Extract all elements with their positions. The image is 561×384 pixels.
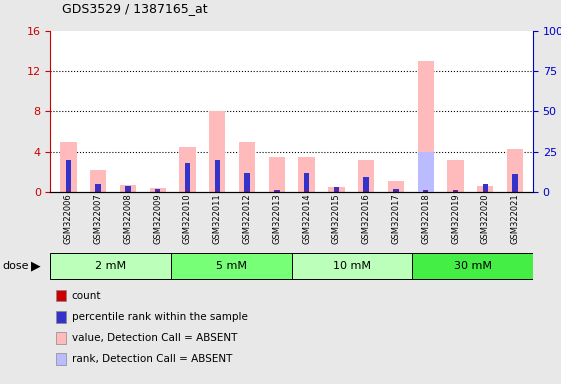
- Bar: [364, 177, 369, 192]
- Text: 10 mM: 10 mM: [333, 261, 371, 271]
- Bar: [417, 152, 434, 192]
- Bar: [155, 189, 160, 192]
- Text: GSM322010: GSM322010: [183, 193, 192, 244]
- Bar: [50, 253, 171, 279]
- Text: GSM322006: GSM322006: [64, 193, 73, 244]
- Text: rank, Detection Call = ABSENT: rank, Detection Call = ABSENT: [72, 354, 232, 364]
- Bar: [245, 173, 250, 192]
- Bar: [298, 157, 315, 192]
- Text: GSM322018: GSM322018: [421, 193, 430, 244]
- Bar: [150, 189, 166, 192]
- Text: GSM322012: GSM322012: [242, 193, 251, 244]
- Text: value, Detection Call = ABSENT: value, Detection Call = ABSENT: [72, 333, 237, 343]
- Bar: [95, 184, 101, 192]
- Bar: [185, 163, 190, 192]
- Bar: [125, 185, 131, 192]
- Bar: [328, 187, 344, 192]
- Text: GSM322013: GSM322013: [272, 193, 281, 244]
- Text: percentile rank within the sample: percentile rank within the sample: [72, 312, 248, 322]
- Bar: [215, 160, 220, 192]
- Text: GSM322021: GSM322021: [511, 193, 519, 244]
- Text: GSM322008: GSM322008: [123, 193, 132, 244]
- Text: GSM322007: GSM322007: [94, 193, 103, 244]
- Bar: [453, 190, 458, 192]
- Text: GSM322011: GSM322011: [213, 193, 222, 244]
- Text: 5 mM: 5 mM: [216, 261, 247, 271]
- Bar: [423, 190, 429, 192]
- Text: GDS3529 / 1387165_at: GDS3529 / 1387165_at: [62, 2, 208, 15]
- Text: GSM322009: GSM322009: [153, 193, 162, 244]
- Text: ▶: ▶: [31, 260, 40, 272]
- Text: 2 mM: 2 mM: [95, 261, 126, 271]
- Bar: [304, 173, 309, 192]
- Bar: [292, 253, 412, 279]
- Bar: [417, 61, 434, 192]
- Bar: [180, 147, 196, 192]
- Bar: [269, 157, 285, 192]
- Bar: [482, 184, 488, 192]
- Text: GSM322016: GSM322016: [362, 193, 371, 244]
- Text: GSM322015: GSM322015: [332, 193, 341, 244]
- Bar: [512, 174, 518, 192]
- Text: 30 mM: 30 mM: [454, 261, 491, 271]
- Bar: [412, 253, 533, 279]
- Bar: [66, 160, 71, 192]
- Bar: [274, 190, 279, 192]
- Bar: [209, 111, 226, 192]
- Bar: [90, 170, 107, 192]
- Text: GSM322017: GSM322017: [392, 193, 401, 244]
- Bar: [119, 185, 136, 192]
- Text: dose: dose: [3, 261, 29, 271]
- Bar: [358, 160, 374, 192]
- Bar: [334, 187, 339, 192]
- Bar: [388, 181, 404, 192]
- Bar: [239, 142, 255, 192]
- Bar: [507, 149, 523, 192]
- Text: GSM322014: GSM322014: [302, 193, 311, 244]
- Bar: [60, 142, 76, 192]
- Bar: [477, 186, 494, 192]
- Bar: [393, 189, 399, 192]
- Bar: [447, 160, 464, 192]
- Text: GSM322020: GSM322020: [481, 193, 490, 244]
- Bar: [171, 253, 292, 279]
- Text: count: count: [72, 291, 102, 301]
- Text: GSM322019: GSM322019: [451, 193, 460, 244]
